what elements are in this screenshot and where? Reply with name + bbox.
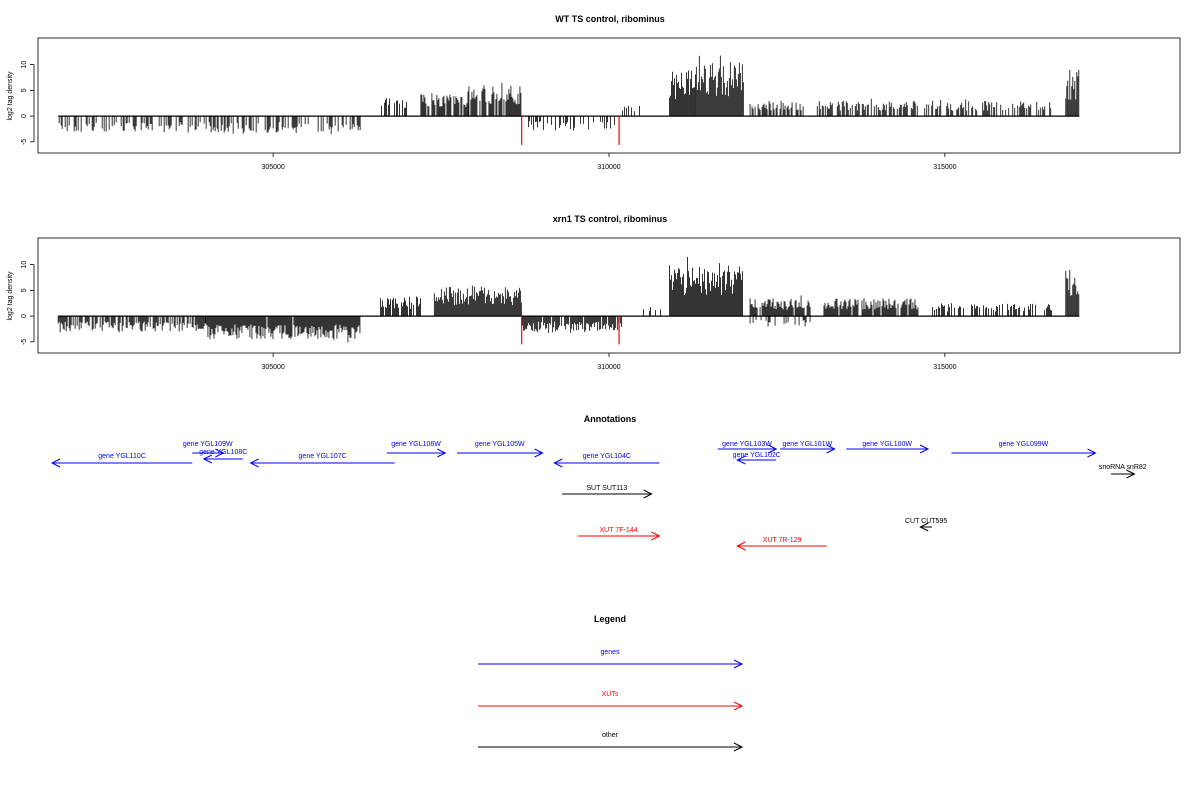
legend: Legend genes XUTs other [478,614,744,752]
feature-label: gene YGL099W [999,441,1049,448]
feature-gene-ygl104c: gene YGL104C [553,453,660,468]
feature-label: CUT CUT595 [905,518,947,525]
feature-gene-ygl108c: gene YGL108C [199,449,247,464]
feature-sut-sut113: SUT SUT113 [562,485,653,499]
arrow-head [767,444,778,454]
arrow-head [733,701,744,711]
arrow-head [919,522,929,532]
plot-frame [37,237,1181,354]
feature-label: snoRNA snR82 [1099,464,1147,471]
feature-label: SUT SUT113 [586,485,627,492]
arrow-head [733,742,744,752]
x-tick-label: 310000 [597,364,620,371]
legend-label: XUTs [602,691,619,698]
y-axis-label: log2 tag density [7,271,14,321]
feature-label: gene YGL109W [183,441,233,448]
feature-label: gene YGL102C [733,452,781,459]
feature-label: gene YGL108C [199,449,247,456]
x-tick-label: 305000 [261,164,284,171]
feature-gene-ygl101w: gene YGL101W [780,441,836,454]
bar-layer [57,256,1080,345]
legend-item-other: other [478,732,744,752]
arrow-head [50,458,61,468]
feature-label: gene YGL106W [391,441,441,448]
feature-gene-ygl105w: gene YGL105W [456,441,544,458]
feature-gene-ygl107c: gene YGL107C [249,453,395,468]
arrow-head [733,659,744,669]
feature-gene-ygl109w: gene YGL109W [183,441,233,458]
y-tick-label: -5 [21,339,28,345]
y-axis: -5 0 5 10 [21,61,35,145]
annotations-title: Annotations [584,414,637,424]
y-tick-label: -5 [21,139,28,145]
feature-gene-ygl110c: gene YGL110C [50,453,193,468]
feature-label: gene YGL101W [783,441,833,448]
arrow-head [1126,469,1136,479]
y-axis-label: log2 tag density [7,71,14,121]
feature-gene-ygl099w: gene YGL099W [951,441,1097,458]
y-tick-label: 10 [21,61,28,69]
y-tick-label: 10 [21,261,28,269]
legend-item-genes: genes [478,649,744,669]
y-tick-label: 5 [21,88,28,92]
legend-item-xuts: XUTs [478,691,744,711]
arrow-head [643,489,653,499]
x-axis: 305000 310000 315000 [261,153,957,171]
arrow-head [651,531,661,541]
feature-gene-ygl100w: gene YGL100W [846,441,930,454]
arrow-head [534,448,544,458]
x-tick-label: 310000 [597,164,620,171]
panel-title: xrn1 TS control, ribominus [553,214,668,224]
arrow-head [553,458,563,468]
feature-label: XUT 7F-144 [600,527,638,534]
feature-label: gene YGL100W [862,441,912,448]
legend-label: genes [600,649,620,656]
feature-snorna-snr82: snoRNA snR82 [1099,464,1147,479]
feature-label: gene YGL107C [299,453,347,460]
panel-title: WT TS control, ribominus [555,14,665,24]
legend-items: genes XUTs other [478,649,744,752]
arrow-head [249,458,259,468]
arrow-head [437,448,447,458]
x-axis: 305000 310000 315000 [261,353,957,371]
legend-title: Legend [594,614,626,624]
y-tick-label: 0 [21,314,28,318]
feature-cut-cut595: CUT CUT595 [905,518,947,532]
x-tick-label: 305000 [261,364,284,371]
feature-gene-ygl102c: gene YGL102C [733,452,781,465]
arrow-head [202,454,213,464]
arrow-head [1087,448,1097,458]
y-tick-label: 0 [21,114,28,118]
wt-coverage-panel: WT TS control, ribominus log2 tag densit… [7,14,1181,171]
bar-layer [58,55,1080,145]
feature-gene-ygl103w: gene YGL103W [717,441,778,454]
feature-gene-ygl106w: gene YGL106W [386,441,447,458]
plot-frame [37,37,1181,154]
xrn1-coverage-panel: xrn1 TS control, ribominus log2 tag dens… [7,214,1181,371]
y-tick-label: 5 [21,288,28,292]
arrow-head [919,444,930,454]
arrow-head [215,448,225,458]
y-axis: -5 0 5 10 [21,261,35,345]
arrow-head [736,455,746,465]
feature-label: gene YGL110C [98,453,146,460]
arrow-head [736,541,746,551]
x-tick-label: 315000 [933,164,956,171]
x-tick-label: 315000 [933,364,956,371]
feature-label: gene YGL104C [583,453,631,460]
arrow-head [826,444,836,454]
feature-xut-7r-129: XUT 7R-129 [736,537,827,551]
feature-label: gene YGL105W [475,441,525,448]
feature-label: gene YGL103W [722,441,772,448]
feature-xut-7f-144: XUT 7F-144 [577,527,661,541]
feature-label: XUT 7R-129 [763,537,802,544]
legend-label: other [602,732,619,739]
